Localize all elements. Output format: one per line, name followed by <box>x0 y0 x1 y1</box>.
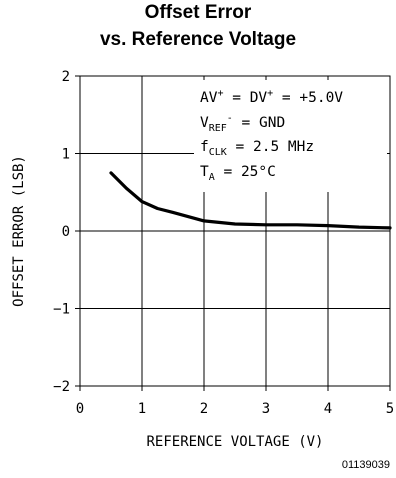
conditions-box <box>194 80 387 192</box>
condition-fclk: fCLK = 2.5 MHz <box>200 139 314 158</box>
figure-id: 01139039 <box>341 459 390 471</box>
condition-temp: TA = 25°C <box>200 164 276 183</box>
x-tick-label: 2 <box>200 401 208 417</box>
y-tick-label: 1 <box>62 147 70 163</box>
y-tick-label: −1 <box>53 302 70 318</box>
x-tick-label: 0 <box>76 401 84 417</box>
x-tick-label: 5 <box>386 401 394 417</box>
x-tick-label: 3 <box>262 401 270 417</box>
x-tick-label: 4 <box>324 401 332 417</box>
y-tick-label: 0 <box>62 224 70 240</box>
chart-subtitle: vs. Reference Voltage <box>99 29 297 50</box>
condition-supply: AV+ = DV+ = +5.0V <box>200 88 343 106</box>
x-tick-label: 1 <box>138 401 146 417</box>
y-tick-label: −2 <box>53 379 70 395</box>
y-tick-label: 2 <box>62 69 70 85</box>
y-axis-title: OFFSET ERROR (LSB) <box>11 155 27 307</box>
x-axis-title: REFERENCE VOLTAGE (V) <box>146 434 323 450</box>
ticks: 0 1 2 3 4 5 −2 −1 0 1 2 <box>53 69 394 417</box>
chart-title: Offset Error <box>144 2 252 23</box>
series-line <box>109 171 392 230</box>
